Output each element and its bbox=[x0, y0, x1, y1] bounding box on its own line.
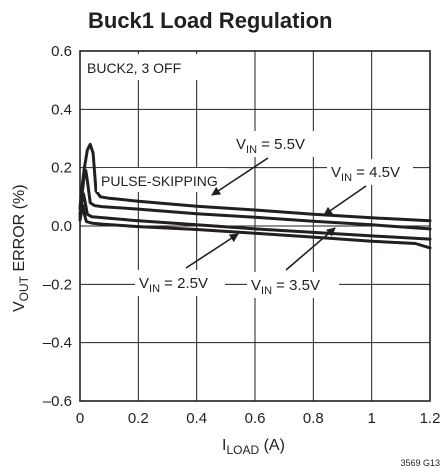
x-axis-label: ILOAD (A) bbox=[222, 437, 285, 457]
vin-4v5-arrow bbox=[323, 185, 367, 216]
y-axis-label: VOUT ERROR (%) bbox=[11, 184, 31, 312]
chart-title: Buck1 Load Regulation bbox=[88, 8, 332, 33]
series-line-2 bbox=[78, 192, 432, 241]
series-line-1 bbox=[78, 169, 432, 231]
x-axis-label-unit: (A) bbox=[259, 437, 285, 454]
vin-5v5-sub: IN bbox=[246, 144, 257, 156]
vin-3v5-label: VIN = 3.5V bbox=[251, 277, 320, 297]
mode-label-box bbox=[97, 168, 227, 192]
vin-5v5-value: = 5.5V bbox=[257, 136, 305, 153]
plot-frame bbox=[79, 50, 431, 402]
vin-4v5-prefix: V bbox=[331, 164, 341, 181]
vin-4v5-label-box bbox=[327, 159, 413, 185]
y-tick-label: 0.2 bbox=[51, 160, 72, 177]
vin-4v5-value: = 4.5V bbox=[352, 164, 400, 181]
vin-3v5-value: = 3.5V bbox=[272, 277, 320, 294]
y-axis-label-main: V bbox=[11, 301, 28, 312]
vin-3v5-arrow bbox=[285, 227, 336, 271]
vin-4v5-label: VIN = 4.5V bbox=[331, 164, 400, 184]
y-axis-label-unit: ERROR (%) bbox=[11, 184, 28, 276]
x-tick-label: 0.8 bbox=[303, 410, 324, 427]
condition-label: BUCK2, 3 OFF bbox=[87, 60, 181, 76]
x-tick-label: 0.6 bbox=[245, 410, 266, 427]
series-line-3 bbox=[78, 204, 432, 250]
data-series bbox=[78, 142, 432, 250]
vin-2v5-value: = 2.5V bbox=[160, 275, 208, 292]
vin-5v5-arrow bbox=[211, 157, 269, 196]
y-tick-label: 0.4 bbox=[51, 101, 72, 118]
y-tick-labels: –0.6 –0.4 –0.2 0.0 0.2 0.4 0.6 bbox=[43, 43, 72, 410]
vin-3v5-label-box bbox=[247, 272, 339, 298]
vin-2v5-sub: IN bbox=[149, 283, 160, 295]
mode-label: PULSE-SKIPPING bbox=[101, 173, 218, 189]
x-axis-label-sub: LOAD bbox=[226, 443, 259, 457]
vin-2v5-label: VIN = 2.5V bbox=[139, 275, 208, 295]
x-tick-labels: 0 0.2 0.4 0.6 0.8 1 1.2 bbox=[76, 410, 441, 427]
vin-5v5-label: VIN = 5.5V bbox=[236, 136, 305, 156]
x-tick-label: 1.2 bbox=[420, 410, 441, 427]
y-tick-label: 0.0 bbox=[51, 218, 72, 235]
vin-2v5-arrow bbox=[185, 233, 239, 269]
y-tick-label: –0.2 bbox=[43, 276, 72, 293]
figure-code: 3569 G13 bbox=[400, 458, 440, 468]
vin-5v5-label-box bbox=[232, 131, 318, 157]
vin-3v5-prefix: V bbox=[251, 277, 261, 294]
series-line-0 bbox=[78, 142, 432, 223]
vin-2v5-prefix: V bbox=[139, 275, 149, 292]
vin-2v5-label-box bbox=[135, 270, 225, 296]
x-tick-label: 0.4 bbox=[186, 410, 207, 427]
y-tick-label: 0.6 bbox=[51, 43, 72, 60]
x-tick-label: 0.2 bbox=[128, 410, 149, 427]
vin-5v5-prefix: V bbox=[236, 136, 246, 153]
vin-3v5-sub: IN bbox=[261, 285, 272, 297]
y-tick-label: –0.4 bbox=[43, 335, 72, 352]
y-tick-label: –0.6 bbox=[43, 393, 72, 410]
condition-label-box bbox=[82, 54, 200, 80]
x-axis-label-main: I bbox=[222, 437, 226, 454]
x-tick-label: 1 bbox=[367, 410, 375, 427]
y-axis-label-sub: OUT bbox=[17, 275, 31, 301]
vin-4v5-sub: IN bbox=[341, 172, 352, 184]
x-tick-label: 0 bbox=[76, 410, 84, 427]
